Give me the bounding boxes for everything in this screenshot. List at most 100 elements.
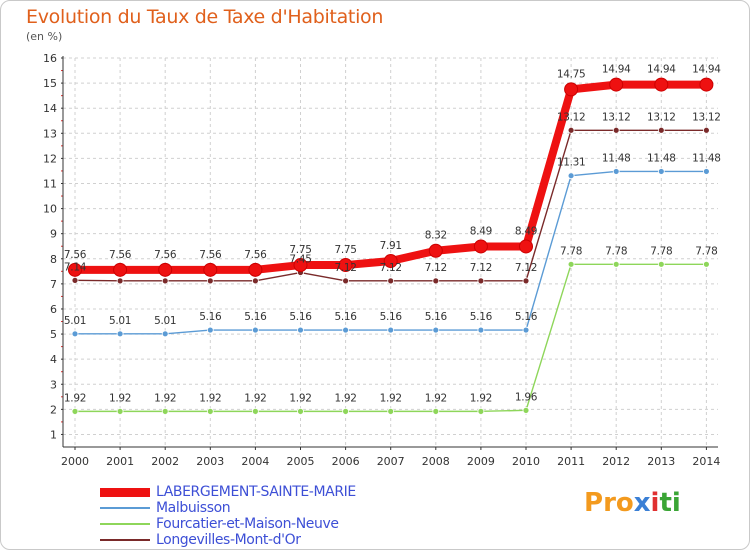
data-label: 7.56 bbox=[154, 249, 177, 261]
data-label: 7.56 bbox=[199, 249, 222, 261]
data-point-malbuisson bbox=[251, 326, 259, 334]
y-tick-label: 1 bbox=[50, 428, 57, 441]
y-tick-label: 15 bbox=[43, 77, 57, 90]
x-tick-label: 2006 bbox=[332, 455, 360, 468]
data-point-longevilles-mont-d-or bbox=[342, 277, 350, 285]
data-labels: 7.56 7.56 7.56 7.56 7.56 7.75 7.75 7.91 8.32 8.49… bbox=[64, 64, 722, 405]
data-label: 11.48 bbox=[602, 152, 631, 164]
legend: LABERGEMENT-SAINTE-MARIE Malbuisson Fourca… bbox=[100, 484, 356, 548]
data-label: 1.96 bbox=[515, 391, 538, 403]
data-label: 14.75 bbox=[557, 68, 586, 80]
data-point-longevilles-mont-d-or bbox=[251, 277, 259, 285]
data-point-longevilles-mont-d-or bbox=[206, 277, 214, 285]
y-tick-label: 5 bbox=[50, 328, 57, 341]
data-label: 5.16 bbox=[425, 311, 448, 323]
logo-letter: i bbox=[671, 488, 681, 518]
x-tick-label: 2013 bbox=[647, 455, 675, 468]
legend-swatch bbox=[100, 539, 150, 541]
data-point-longevilles-mont-d-or bbox=[703, 126, 710, 134]
x-tick-label: 2005 bbox=[287, 455, 315, 468]
data-point-fourcatier-et-maison-neuve bbox=[206, 407, 214, 415]
data-point-fourcatier-et-maison-neuve bbox=[477, 407, 485, 415]
x-tick-label: 2002 bbox=[151, 455, 179, 468]
y-tick-label: 9 bbox=[50, 228, 57, 241]
data-label: 1.92 bbox=[425, 392, 447, 404]
data-point-longevilles-mont-d-or bbox=[387, 277, 395, 285]
data-point-fourcatier-et-maison-neuve bbox=[116, 407, 124, 415]
data-label: 7.56 bbox=[109, 249, 132, 261]
legend-swatch bbox=[100, 507, 150, 509]
data-label: 14.94 bbox=[647, 64, 676, 76]
x-tick-label: 2011 bbox=[557, 455, 585, 468]
x-tick-label: 2014 bbox=[692, 455, 720, 468]
data-label: 5.16 bbox=[199, 311, 222, 323]
data-label: 7.91 bbox=[380, 240, 402, 252]
axes bbox=[61, 56, 718, 450]
legend-item-longevilles-mont-d-or: Longevilles-Mont-d'Or bbox=[100, 532, 356, 548]
data-label: 13.12 bbox=[692, 111, 721, 123]
data-point-malbuisson bbox=[387, 326, 395, 334]
x-tick-label: 2010 bbox=[512, 455, 540, 468]
y-tick-label: 10 bbox=[43, 203, 57, 216]
data-label: 11.31 bbox=[557, 157, 586, 169]
x-tick-label: 2009 bbox=[467, 455, 495, 468]
data-point-malbuisson bbox=[206, 326, 214, 334]
data-label: 8.49 bbox=[470, 225, 492, 237]
logo-letter: x bbox=[633, 488, 651, 518]
x-tick-labels: 2000 2001 2002 2003 2004 2005 2006 2007 2008 2009… bbox=[61, 455, 720, 468]
data-label: 7.78 bbox=[605, 245, 627, 257]
data-label: 14.94 bbox=[692, 64, 721, 76]
data-label: 7.12 bbox=[470, 262, 492, 274]
data-point-malbuisson bbox=[612, 168, 620, 175]
data-point-malbuisson bbox=[703, 168, 710, 175]
x-tick-label: 2007 bbox=[377, 455, 405, 468]
data-label: 14.94 bbox=[602, 64, 631, 76]
data-point-labergement-sainte-marie bbox=[293, 258, 308, 273]
data-point-malbuisson bbox=[522, 326, 530, 334]
x-tick-label: 2003 bbox=[196, 455, 224, 468]
y-tick-label: 3 bbox=[50, 378, 57, 391]
data-label: 5.01 bbox=[109, 315, 131, 327]
y-tick-label: 8 bbox=[50, 253, 57, 266]
data-label: 7.12 bbox=[425, 262, 447, 274]
legend-label: LABERGEMENT-SAINTE-MARIE bbox=[156, 484, 356, 500]
data-point-labergement-sainte-marie bbox=[68, 262, 82, 277]
data-label: 1.92 bbox=[335, 392, 357, 404]
data-point-malbuisson bbox=[432, 326, 440, 334]
data-point-labergement-sainte-marie bbox=[654, 77, 669, 92]
legend-label: Malbuisson bbox=[156, 500, 231, 516]
logo-letter: i bbox=[650, 488, 660, 518]
data-point-labergement-sainte-marie bbox=[338, 258, 353, 273]
data-label: 5.01 bbox=[154, 315, 176, 327]
data-point-longevilles-mont-d-or bbox=[432, 277, 440, 285]
data-point-labergement-sainte-marie bbox=[158, 262, 173, 277]
y-tick-label: 13 bbox=[43, 127, 57, 140]
x-tick-label: 2001 bbox=[106, 455, 134, 468]
x-tick-label: 2008 bbox=[422, 455, 450, 468]
data-label: 13.12 bbox=[602, 111, 631, 123]
data-point-fourcatier-et-maison-neuve bbox=[432, 407, 440, 415]
y-unit-label: (en %) bbox=[26, 30, 63, 43]
data-label: 5.16 bbox=[289, 311, 312, 323]
data-point-labergement-sainte-marie bbox=[428, 243, 443, 258]
data-label: 13.12 bbox=[557, 111, 586, 123]
y-tick-label: 7 bbox=[50, 278, 57, 291]
data-point-labergement-sainte-marie bbox=[203, 262, 218, 277]
legend-item-labergement-sainte-marie: LABERGEMENT-SAINTE-MARIE bbox=[100, 484, 356, 500]
data-point-longevilles-mont-d-or bbox=[522, 277, 530, 285]
data-label: 1.92 bbox=[470, 392, 492, 404]
legend-label: Fourcatier-et-Maison-Neuve bbox=[156, 516, 339, 532]
y-tick-label: 14 bbox=[43, 102, 57, 115]
data-point-labergement-sainte-marie bbox=[383, 254, 398, 269]
x-tick-label: 2000 bbox=[61, 455, 89, 468]
data-point-labergement-sainte-marie bbox=[609, 77, 624, 92]
data-label: 7.78 bbox=[650, 245, 672, 257]
data-label: 5.01 bbox=[64, 315, 86, 327]
data-label: 5.16 bbox=[380, 311, 403, 323]
data-label: 7.75 bbox=[289, 244, 311, 256]
data-point-malbuisson bbox=[342, 326, 350, 334]
y-tick-label: 12 bbox=[43, 152, 57, 165]
data-label: 7.14 bbox=[64, 261, 87, 273]
data-point-longevilles-mont-d-or bbox=[161, 277, 169, 285]
